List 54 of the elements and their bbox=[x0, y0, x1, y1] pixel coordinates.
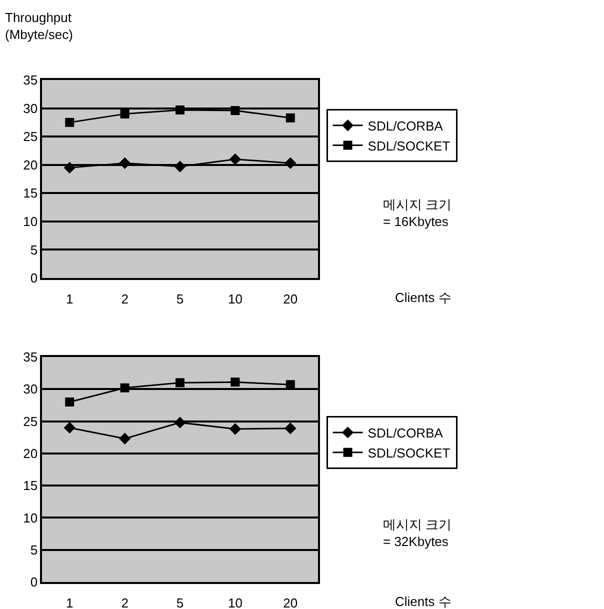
y-tick-label: 5 bbox=[30, 542, 38, 558]
point bbox=[176, 378, 184, 388]
point bbox=[64, 422, 76, 434]
point bbox=[118, 432, 131, 444]
y-tick-label: 35 bbox=[23, 350, 38, 365]
point bbox=[174, 160, 186, 172]
x-axis-title: Clients 수 bbox=[395, 290, 452, 305]
point bbox=[174, 416, 186, 428]
legend-label: SDL/SOCKET bbox=[368, 445, 450, 460]
x-tick-label: 5 bbox=[176, 291, 184, 306]
x-tick-label: 10 bbox=[228, 595, 242, 609]
point bbox=[230, 106, 240, 116]
legend-label: SDL/CORBA bbox=[368, 118, 444, 134]
point bbox=[229, 423, 242, 435]
point bbox=[120, 383, 130, 392]
point bbox=[65, 398, 74, 406]
y-tick-label: 10 bbox=[23, 214, 38, 229]
legend-label: SDL/CORBA bbox=[368, 426, 444, 441]
point bbox=[118, 157, 131, 170]
x-tick-label: 2 bbox=[121, 291, 128, 306]
point bbox=[286, 113, 295, 122]
x-tick-label: 1 bbox=[66, 595, 74, 609]
text: 메시지 크기 = 32Kbytes bbox=[383, 517, 452, 549]
y-tick-label: 35 bbox=[23, 72, 38, 88]
y-tick-label: 20 bbox=[23, 446, 38, 461]
y-tick-label: 15 bbox=[23, 186, 38, 201]
y-tick-label: 0 bbox=[30, 270, 38, 286]
legend-label: SDL/SOCKET bbox=[368, 138, 450, 154]
y-tick-label: 30 bbox=[23, 382, 38, 397]
y-tick-label: 25 bbox=[23, 414, 38, 429]
x-axis-title: Clients 수 bbox=[395, 594, 452, 609]
x-tick-label: 2 bbox=[121, 595, 128, 609]
y-tick-label: 25 bbox=[23, 129, 38, 144]
y-tick-label: 15 bbox=[23, 478, 38, 494]
point bbox=[229, 153, 242, 166]
x-tick-label: 20 bbox=[283, 595, 298, 609]
y-tick-label: 20 bbox=[23, 157, 38, 172]
x-tick-label: 1 bbox=[66, 291, 74, 306]
point bbox=[120, 109, 130, 118]
point bbox=[284, 422, 296, 434]
text: 메시지 크기 = 16Kbytes bbox=[383, 197, 452, 229]
point bbox=[176, 105, 184, 114]
y-tick-label: 30 bbox=[23, 100, 38, 116]
x-tick-label: 20 bbox=[283, 291, 298, 306]
y-tick-label: 10 bbox=[23, 510, 38, 526]
point bbox=[284, 157, 296, 170]
y-tick-label: 5 bbox=[30, 242, 38, 258]
point bbox=[65, 118, 74, 127]
point bbox=[64, 162, 76, 174]
x-tick-label: 5 bbox=[176, 595, 184, 609]
y-tick-label: 0 bbox=[30, 574, 38, 590]
x-tick-label: 10 bbox=[228, 291, 242, 306]
y-axis-title: Throughput (Mbyte/sec) bbox=[5, 10, 73, 42]
point bbox=[230, 378, 240, 387]
